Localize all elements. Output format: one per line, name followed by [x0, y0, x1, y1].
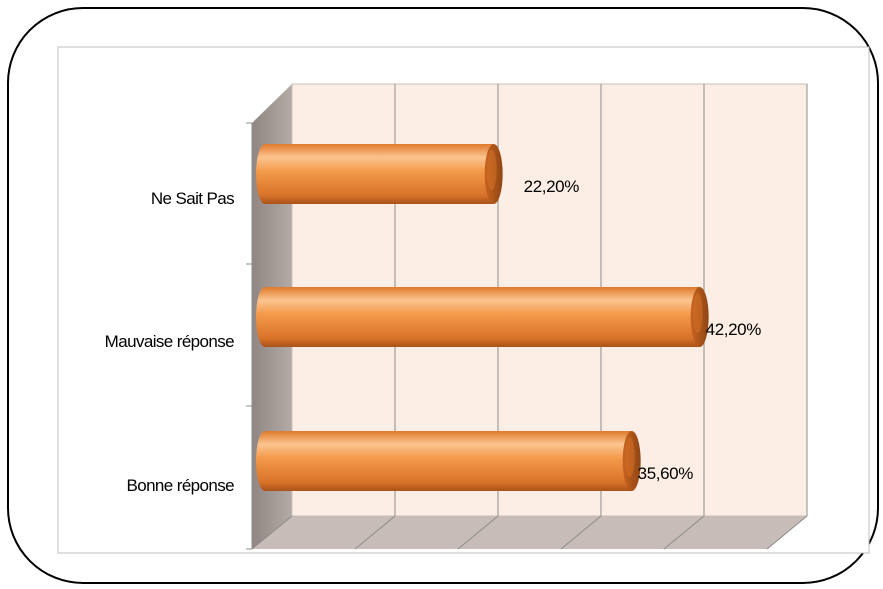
labels: Ne Sait Pas 22,20% Mauvaise réponse 42,20% B… — [105, 177, 762, 495]
floor-gridline — [560, 515, 602, 550]
value-label: 35,60% — [638, 464, 694, 483]
category-label: Ne Sait Pas — [151, 189, 234, 208]
bar-body — [265, 287, 700, 347]
bar-start-cap — [256, 287, 274, 347]
bar-end-cap-shade — [624, 437, 635, 477]
bar-start-cap — [256, 431, 274, 491]
bar-end-cap-shade — [692, 293, 703, 333]
floor-gridline — [457, 515, 499, 550]
bar-body — [265, 144, 494, 204]
floor-gridline — [766, 515, 808, 550]
floor — [252, 516, 807, 549]
bars — [256, 144, 709, 491]
bar-body — [265, 431, 632, 491]
bar-end-cap-shade — [486, 150, 497, 190]
floor-gridline — [354, 515, 396, 550]
bar-3 — [256, 431, 641, 491]
category-label: Bonne réponse — [126, 476, 234, 495]
category-label: Mauvaise réponse — [105, 332, 234, 351]
bar-2 — [256, 287, 709, 347]
floor-gridline — [663, 515, 705, 550]
value-label: 22,20% — [524, 177, 580, 196]
bar-1 — [256, 144, 503, 204]
bar-start-cap — [256, 144, 274, 204]
value-label: 42,20% — [706, 320, 762, 339]
category-axis-ticks — [246, 122, 253, 550]
floor-gridline — [251, 515, 293, 550]
